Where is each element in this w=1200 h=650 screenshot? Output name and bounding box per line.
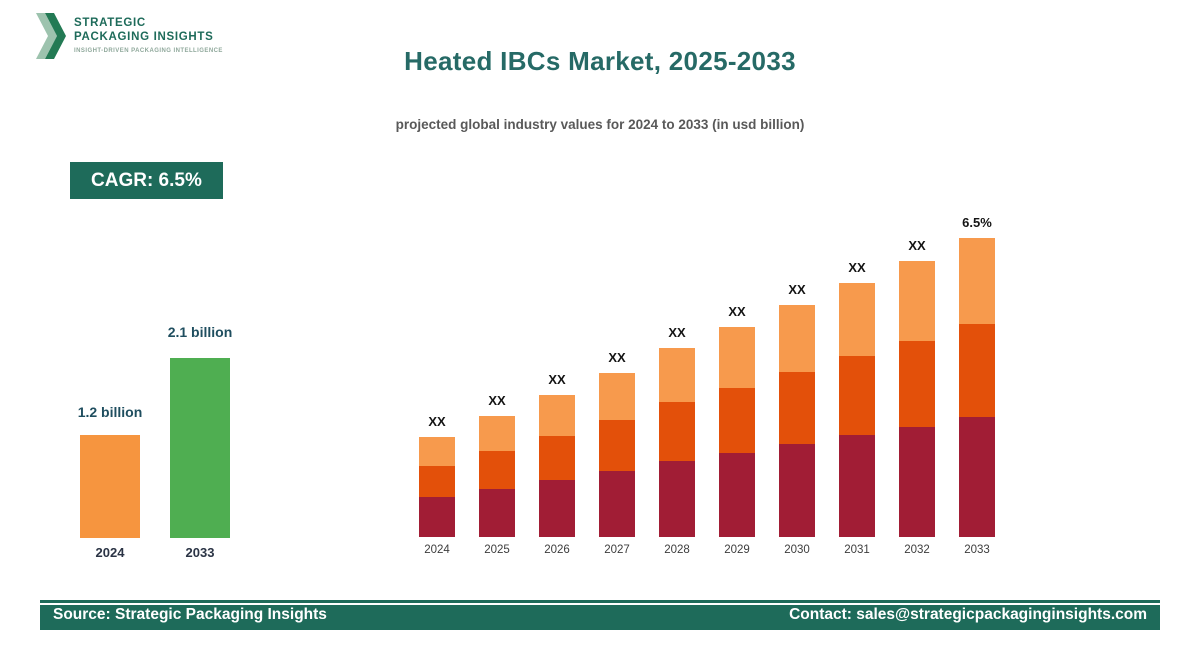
summary-value-label-2024: 1.2 billion [77, 404, 143, 420]
footer-bar: Source: Strategic Packaging Insights Con… [40, 600, 1160, 630]
bar-value-label-2031: XX [848, 260, 866, 275]
bar-top-segment-2030 [779, 305, 815, 372]
summary-year-label-2033: 2033 [185, 545, 215, 560]
bar-year-label-2028: 2028 [664, 544, 690, 556]
bar-value-label-2029: XX [728, 304, 746, 319]
bar-column-2033: 6.5% 2033 [959, 215, 995, 556]
bar-top-segment-2028 [659, 348, 695, 402]
bar-bottom-segment-2032 [899, 427, 935, 537]
page-subtitle: projected global industry values for 202… [395, 117, 805, 132]
stacked-bar-2031 [839, 283, 875, 537]
bar-year-label-2025: 2025 [484, 544, 510, 556]
bar-column-2028: XX 2028 [659, 325, 695, 556]
bar-top-segment-2031 [839, 283, 875, 356]
logo-name-line1: STRATEGIC [74, 17, 146, 30]
bar-bottom-segment-2030 [779, 444, 815, 537]
bar-bottom-segment-2027 [599, 471, 635, 537]
stacked-bar-2032 [899, 261, 935, 537]
page-title: Heated IBCs Market, 2025-2033 [404, 46, 796, 76]
logo-text: STRATEGIC PACKAGING INSIGHTS INSIGHT-DRI… [74, 17, 223, 54]
bar-value-label-2025: XX [488, 393, 506, 408]
bar-year-label-2024: 2024 [424, 544, 450, 556]
summary-bar-2033 [170, 358, 230, 538]
logo-tagline: INSIGHT-DRIVEN PACKAGING INTELLIGENCE [74, 47, 223, 54]
bar-year-label-2031: 2031 [844, 544, 870, 556]
footer-source: Source: Strategic Packaging Insights [53, 606, 327, 623]
bar-top-segment-2025 [479, 416, 515, 451]
bar-bottom-segment-2028 [659, 461, 695, 537]
logo: STRATEGIC PACKAGING INSIGHTS INSIGHT-DRI… [36, 13, 223, 59]
bar-middle-segment-2032 [899, 341, 935, 427]
bar-middle-segment-2030 [779, 372, 815, 444]
stacked-bar-2024 [419, 437, 455, 537]
bar-value-label-2027: XX [608, 350, 626, 365]
bar-top-segment-2026 [539, 395, 575, 436]
stacked-bar-2033 [959, 238, 995, 537]
bar-bottom-segment-2025 [479, 489, 515, 537]
bar-value-label-2024: XX [428, 414, 446, 429]
bar-bottom-segment-2033 [959, 417, 995, 537]
bar-column-2030: XX 2030 [779, 282, 815, 556]
bar-top-segment-2027 [599, 373, 635, 420]
bar-year-label-2026: 2026 [544, 544, 570, 556]
bar-year-label-2030: 2030 [784, 544, 810, 556]
bar-bottom-segment-2029 [719, 453, 755, 537]
bar-middle-segment-2025 [479, 451, 515, 489]
bar-value-label-2033: 6.5% [962, 215, 992, 230]
projection-chart: XX 2024 XX 2025 XX 2026 XX 2027 XX 2028 XX 2029 XX 20… [419, 198, 995, 556]
cagr-badge: CAGR: 6.5% [70, 162, 223, 199]
stacked-bar-2028 [659, 348, 695, 537]
bar-middle-segment-2028 [659, 402, 695, 461]
bar-middle-segment-2027 [599, 420, 635, 471]
bar-middle-segment-2029 [719, 388, 755, 453]
bar-column-2027: XX 2027 [599, 350, 635, 556]
bar-top-segment-2024 [419, 437, 455, 466]
bar-value-label-2026: XX [548, 372, 566, 387]
bar-value-label-2030: XX [788, 282, 806, 297]
summary-bar-2024 [80, 435, 140, 538]
bar-column-2031: XX 2031 [839, 260, 875, 556]
logo-chevron-icon [36, 13, 66, 59]
bar-middle-segment-2024 [419, 466, 455, 497]
bar-top-segment-2033 [959, 238, 995, 324]
summary-year-label-2024: 2024 [95, 545, 125, 560]
bar-column-2026: XX 2026 [539, 372, 575, 556]
bar-bottom-segment-2026 [539, 480, 575, 537]
bar-top-segment-2032 [899, 261, 935, 341]
stacked-bar-2030 [779, 305, 815, 537]
summary-value-label-2033: 2.1 billion [167, 324, 233, 340]
bar-value-label-2032: XX [908, 238, 926, 253]
bar-column-2029: XX 2029 [719, 304, 755, 556]
bar-year-label-2032: 2032 [904, 544, 930, 556]
bar-middle-segment-2031 [839, 356, 875, 435]
bar-column-2025: XX 2025 [479, 393, 515, 556]
stacked-bar-2025 [479, 416, 515, 537]
bar-middle-segment-2026 [539, 436, 575, 480]
bar-bottom-segment-2024 [419, 497, 455, 537]
stacked-bar-2027 [599, 373, 635, 537]
bar-bottom-segment-2031 [839, 435, 875, 537]
bar-top-segment-2029 [719, 327, 755, 388]
bar-year-label-2027: 2027 [604, 544, 630, 556]
footer-contact: Contact: sales@strategicpackaginginsight… [789, 606, 1147, 623]
bar-column-2032: XX 2032 [899, 238, 935, 556]
bar-column-2024: XX 2024 [419, 414, 455, 556]
bar-middle-segment-2033 [959, 324, 995, 417]
logo-name-line2: PACKAGING INSIGHTS [74, 30, 214, 43]
bar-value-label-2028: XX [668, 325, 686, 340]
bar-year-label-2029: 2029 [724, 544, 750, 556]
stacked-bar-2026 [539, 395, 575, 537]
stacked-bar-2029 [719, 327, 755, 537]
bar-year-label-2033: 2033 [964, 544, 990, 556]
